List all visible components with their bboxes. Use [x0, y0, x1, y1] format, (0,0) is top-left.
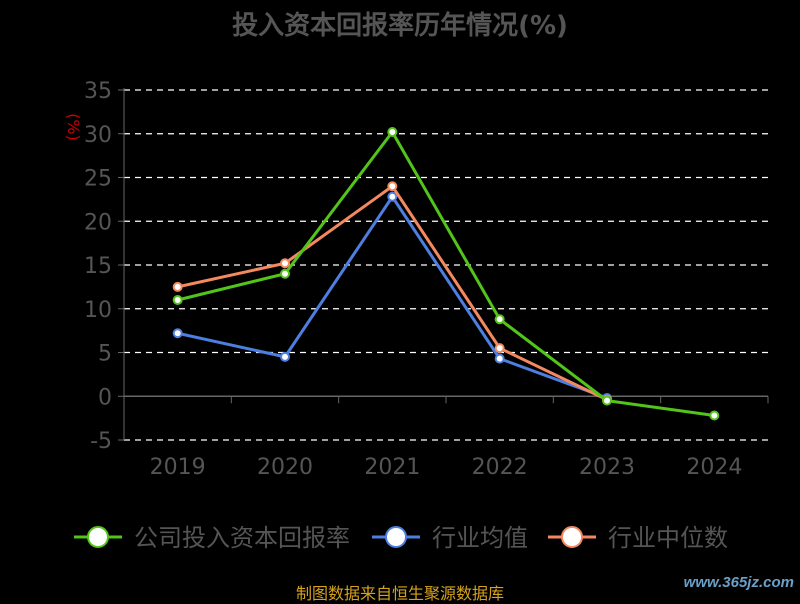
y-tick-label: 5	[98, 342, 112, 367]
data-point	[387, 191, 398, 202]
data-point	[280, 351, 290, 362]
data-point	[280, 268, 290, 279]
x-tick-label: 2024	[686, 455, 742, 480]
data-point	[172, 328, 183, 339]
x-tick-label: 2023	[579, 455, 635, 480]
data-point	[494, 353, 505, 364]
legend-label: 行业均值	[432, 524, 528, 552]
data-point	[494, 314, 505, 325]
legend-swatch-marker	[385, 526, 407, 548]
x-tick-label: 2019	[150, 455, 206, 480]
source-note: 制图数据来自恒生聚源数据库	[295, 584, 504, 603]
watermark: www.365jz.com	[683, 574, 794, 591]
legend-item[interactable]: 行业中位数	[548, 524, 728, 552]
y-tick-label: 10	[84, 298, 112, 323]
y-tick-label: 35	[84, 79, 112, 104]
legend-label: 公司投入资本回报率	[134, 524, 350, 552]
y-tick-label: -5	[90, 429, 112, 454]
series-line	[177, 130, 715, 417]
x-tick-label: 2022	[472, 455, 528, 480]
x-tick-labels: 2019 2020 2021 2022 2023 2024	[150, 455, 743, 480]
series-line	[177, 184, 608, 402]
x-tick-label: 2021	[364, 455, 420, 480]
series-lines	[172, 127, 720, 421]
data-point	[602, 395, 612, 406]
data-point	[172, 281, 183, 292]
legend-swatch-marker	[87, 526, 109, 548]
data-point	[387, 127, 398, 137]
legend-item[interactable]: 行业均值	[372, 524, 528, 552]
axes	[118, 88, 769, 441]
legend[interactable]: 公司投入资本回报率 行业均值 行业中位数	[74, 524, 728, 552]
y-tick-label: 20	[84, 210, 112, 235]
data-point	[280, 258, 290, 269]
legend-item[interactable]: 公司投入资本回报率	[74, 524, 350, 552]
y-tick-label: 30	[84, 123, 112, 148]
y-tick-label: 15	[84, 254, 112, 279]
data-point	[709, 410, 720, 421]
chart-title: 投入资本回报率历年情况(%)	[232, 10, 568, 41]
legend-swatch-marker	[561, 526, 583, 548]
y-tick-labels: 35 30 25 20 15 10 5 0 -5	[84, 79, 112, 454]
data-point	[172, 295, 183, 305]
data-point	[494, 343, 505, 354]
y-tick-label: 25	[84, 167, 112, 192]
y-axis-label: (%)	[64, 113, 83, 141]
x-tick-label: 2020	[257, 455, 313, 480]
legend-label: 行业中位数	[608, 524, 728, 552]
data-point	[387, 181, 398, 192]
y-tick-label: 0	[98, 385, 112, 410]
